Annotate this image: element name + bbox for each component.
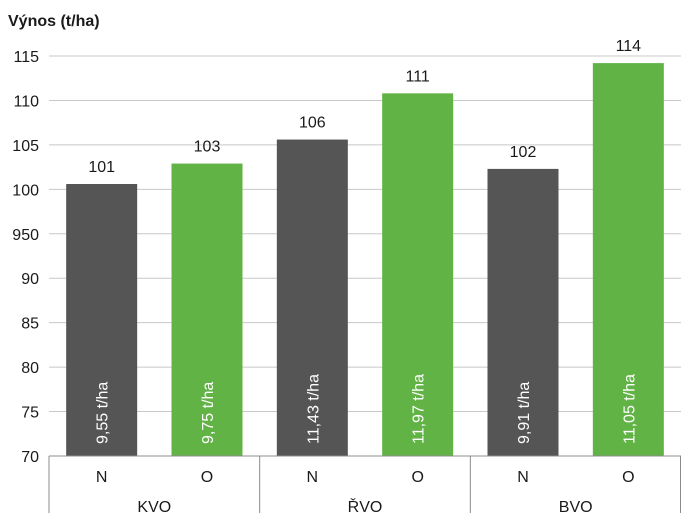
bar-inner-label: 9,55 t/ha <box>95 382 112 444</box>
bar-inner-label: 9,91 t/ha <box>516 382 533 444</box>
bar-inner-label: 9,75 t/ha <box>200 382 217 444</box>
y-tick-label: 90 <box>21 271 39 288</box>
bar-value-label: 114 <box>616 38 642 55</box>
x-tick-label: N <box>517 469 529 486</box>
bar <box>382 93 454 456</box>
bar <box>276 139 348 457</box>
data-labels: 101 9,55 t/ha 103 9,75 t/ha 106 11,43 t/ha 111… <box>88 38 641 444</box>
x-tick-label: O <box>411 469 423 486</box>
bars <box>66 63 664 457</box>
x-tick-label: O <box>622 469 634 486</box>
bar-value-label: 111 <box>406 68 430 85</box>
x-group-label: ŘVO <box>348 497 383 513</box>
y-axis-ticks: 70 75 80 85 90 950 100 105 110 115 <box>12 49 39 466</box>
bar-inner-label: 11,05 t/ha <box>621 374 638 444</box>
x-tick-label: O <box>201 469 213 486</box>
bar-inner-label: 11,97 t/ha <box>411 374 428 444</box>
bar-value-label: 106 <box>299 115 326 132</box>
y-tick-label: 75 <box>21 405 39 422</box>
bar-value-label: 103 <box>194 139 221 156</box>
y-tick-label: 115 <box>13 49 39 66</box>
chart-title: Výnos (t/ha) <box>8 13 100 30</box>
x-axis: N O N O N O KVO ŘVO BVO <box>48 455 681 513</box>
y-tick-label: 110 <box>13 93 39 110</box>
y-tick-label: 105 <box>12 138 39 155</box>
bar <box>171 163 243 457</box>
bar <box>592 63 664 456</box>
bar <box>487 168 559 456</box>
bar <box>66 184 138 456</box>
bar-inner-label: 11,43 t/ha <box>305 374 322 444</box>
y-tick-label: 85 <box>21 316 39 333</box>
x-group-label: KVO <box>137 499 171 513</box>
x-tick-label: N <box>307 469 319 486</box>
bar-value-label: 102 <box>510 144 537 161</box>
y-tick-label: 950 <box>12 227 39 244</box>
bar-value-label: 101 <box>88 159 115 176</box>
y-tick-label: 100 <box>12 182 39 199</box>
y-tick-label: 70 <box>21 449 39 466</box>
gridlines <box>49 55 681 413</box>
y-tick-label: 80 <box>21 360 39 377</box>
x-tick-label: N <box>96 469 108 486</box>
x-group-label: BVO <box>559 499 593 513</box>
